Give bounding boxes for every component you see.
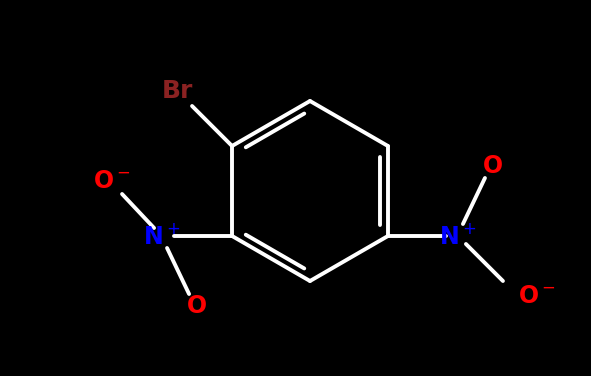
Text: O: O (187, 294, 207, 318)
Text: N$^+$: N$^+$ (439, 223, 476, 249)
Text: O: O (483, 154, 503, 178)
Text: O$^-$: O$^-$ (93, 169, 131, 193)
Text: O$^-$: O$^-$ (518, 284, 556, 308)
Text: Br: Br (161, 79, 193, 103)
Text: N$^+$: N$^+$ (144, 223, 181, 249)
